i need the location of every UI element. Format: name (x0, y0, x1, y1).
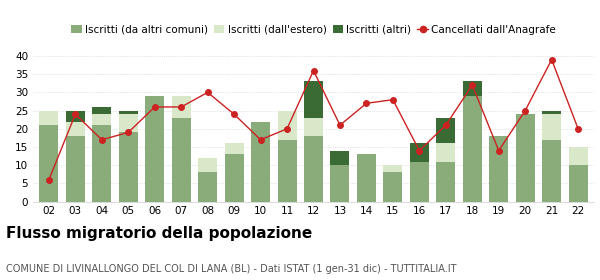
Bar (40, 111, 58, 125)
Bar (489, 136, 508, 202)
Bar (66, 136, 85, 202)
Bar (172, 96, 191, 118)
Legend: Iscritti (da altri comuni), Iscritti (dall'estero), Iscritti (altri), Cancellati: Iscritti (da altri comuni), Iscritti (da… (67, 20, 560, 39)
Bar (542, 111, 561, 114)
Bar (278, 140, 296, 202)
Bar (119, 114, 138, 132)
Bar (304, 136, 323, 202)
Bar (92, 107, 112, 114)
Bar (304, 81, 323, 118)
Bar (145, 96, 164, 202)
Bar (569, 147, 587, 165)
Bar (224, 154, 244, 202)
Bar (92, 125, 112, 202)
Bar (357, 154, 376, 202)
Bar (436, 143, 455, 162)
Bar (224, 143, 244, 154)
Bar (304, 118, 323, 136)
Bar (515, 114, 535, 202)
Bar (278, 111, 296, 140)
Bar (542, 114, 561, 140)
Bar (383, 172, 403, 202)
Bar (251, 122, 270, 202)
Bar (172, 118, 191, 202)
Bar (410, 143, 429, 162)
Bar (383, 165, 403, 172)
Text: COMUNE DI LIVINALLONGO DEL COL DI LANA (BL) - Dati ISTAT (1 gen-31 dic) - TUTTIT: COMUNE DI LIVINALLONGO DEL COL DI LANA (… (6, 264, 457, 274)
Bar (198, 158, 217, 172)
Bar (119, 111, 138, 114)
Bar (198, 172, 217, 202)
Bar (410, 162, 429, 202)
Bar (66, 122, 85, 136)
Bar (331, 151, 349, 165)
Bar (331, 165, 349, 202)
Bar (66, 111, 85, 122)
Bar (463, 96, 482, 202)
Bar (436, 162, 455, 202)
Text: Flusso migratorio della popolazione: Flusso migratorio della popolazione (6, 226, 312, 241)
Bar (92, 114, 112, 125)
Bar (436, 118, 455, 143)
Bar (40, 125, 58, 202)
Bar (569, 165, 587, 202)
Bar (119, 132, 138, 202)
Bar (542, 140, 561, 202)
Bar (463, 81, 482, 96)
